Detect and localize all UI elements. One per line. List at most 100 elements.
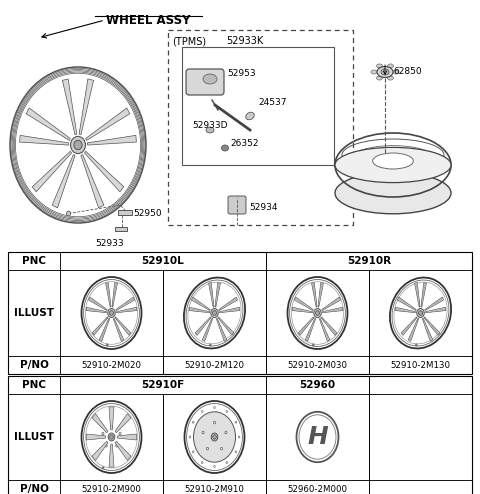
Text: 52934: 52934 [249, 203, 277, 211]
Text: ILLUST: ILLUST [14, 308, 54, 318]
Ellipse shape [206, 448, 208, 450]
Ellipse shape [235, 451, 237, 453]
Text: 52910-2M030: 52910-2M030 [288, 361, 348, 370]
Polygon shape [408, 318, 419, 341]
Ellipse shape [192, 451, 194, 453]
Ellipse shape [209, 344, 211, 346]
Text: 24537: 24537 [258, 97, 287, 107]
Ellipse shape [189, 436, 191, 438]
Text: 52953: 52953 [227, 70, 256, 79]
Ellipse shape [116, 445, 118, 447]
Ellipse shape [214, 407, 216, 409]
Polygon shape [305, 318, 316, 341]
Ellipse shape [107, 344, 108, 346]
Text: 52910L: 52910L [142, 256, 184, 266]
Polygon shape [319, 318, 330, 341]
Ellipse shape [102, 467, 104, 469]
Text: 52910-2M130: 52910-2M130 [391, 361, 451, 370]
Polygon shape [86, 434, 106, 440]
Ellipse shape [202, 411, 203, 412]
Polygon shape [298, 317, 314, 335]
Text: 52910-2M020: 52910-2M020 [82, 361, 142, 370]
Polygon shape [215, 283, 220, 307]
Polygon shape [115, 413, 131, 433]
Text: 52933: 52933 [96, 239, 124, 248]
Text: 52910-2M120: 52910-2M120 [184, 361, 244, 370]
Text: P/NO: P/NO [20, 360, 48, 370]
Ellipse shape [387, 76, 394, 80]
Polygon shape [116, 297, 134, 311]
Polygon shape [20, 135, 69, 145]
Ellipse shape [226, 461, 228, 463]
Text: PNC: PNC [22, 380, 46, 390]
Polygon shape [292, 307, 312, 313]
Polygon shape [113, 318, 124, 341]
Ellipse shape [314, 308, 321, 318]
Text: 52960: 52960 [300, 380, 336, 390]
Text: 52910-2M910: 52910-2M910 [185, 485, 244, 494]
Polygon shape [219, 307, 240, 313]
Ellipse shape [372, 153, 413, 169]
Polygon shape [318, 283, 324, 307]
Ellipse shape [335, 147, 451, 183]
FancyBboxPatch shape [228, 196, 246, 214]
Polygon shape [202, 318, 213, 341]
Bar [115, 227, 127, 231]
Ellipse shape [371, 70, 377, 74]
Text: PNC: PNC [22, 256, 46, 266]
Polygon shape [216, 318, 227, 341]
Polygon shape [425, 307, 446, 313]
Polygon shape [395, 307, 416, 313]
Ellipse shape [214, 465, 216, 467]
Polygon shape [294, 297, 313, 311]
Polygon shape [81, 155, 104, 208]
Ellipse shape [108, 433, 115, 441]
Polygon shape [118, 434, 137, 440]
Polygon shape [106, 283, 111, 307]
Text: 52910R: 52910R [347, 256, 391, 266]
Text: (TPMS): (TPMS) [172, 36, 206, 46]
Ellipse shape [214, 421, 216, 424]
Text: 26352: 26352 [230, 138, 259, 148]
Ellipse shape [393, 70, 399, 74]
Ellipse shape [226, 411, 228, 412]
Polygon shape [92, 413, 108, 433]
Polygon shape [425, 297, 444, 311]
Ellipse shape [74, 140, 82, 150]
Polygon shape [84, 151, 124, 192]
Polygon shape [26, 108, 71, 140]
Ellipse shape [119, 432, 121, 435]
Polygon shape [189, 307, 209, 313]
Ellipse shape [202, 431, 204, 434]
Polygon shape [322, 297, 341, 311]
Ellipse shape [105, 445, 107, 447]
Ellipse shape [246, 112, 254, 120]
Polygon shape [115, 317, 131, 335]
Text: 52960-2M000: 52960-2M000 [288, 485, 348, 494]
FancyBboxPatch shape [186, 69, 224, 95]
Polygon shape [52, 155, 75, 208]
Ellipse shape [108, 308, 115, 318]
Text: 52933D: 52933D [192, 121, 228, 129]
Ellipse shape [312, 344, 314, 346]
Polygon shape [86, 307, 107, 313]
Ellipse shape [110, 425, 112, 427]
Polygon shape [99, 318, 109, 341]
Bar [8, 252, 472, 374]
Ellipse shape [315, 311, 320, 315]
Polygon shape [109, 444, 114, 467]
Ellipse shape [377, 67, 393, 78]
Ellipse shape [381, 69, 389, 75]
Ellipse shape [213, 311, 216, 315]
Ellipse shape [220, 448, 223, 450]
Polygon shape [62, 79, 77, 135]
Text: 52910F: 52910F [142, 380, 185, 390]
Ellipse shape [102, 432, 104, 435]
Bar [8, 376, 472, 494]
Text: 52910-2M900: 52910-2M900 [82, 485, 142, 494]
Text: H: H [307, 425, 328, 449]
Ellipse shape [203, 74, 217, 84]
Polygon shape [92, 441, 108, 460]
Polygon shape [87, 135, 136, 145]
Polygon shape [32, 151, 72, 192]
